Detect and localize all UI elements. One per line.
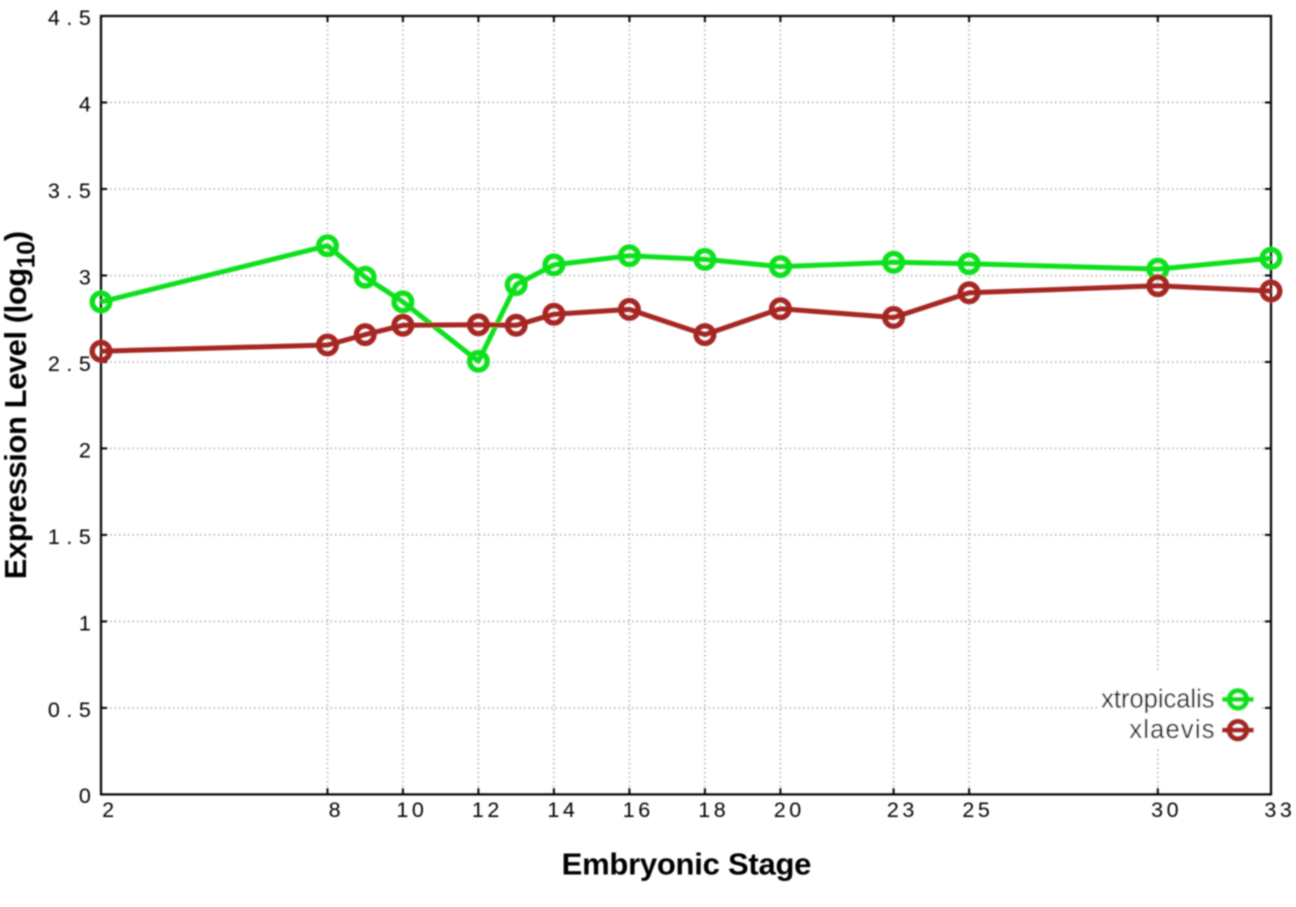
svg-text:4: 4: [79, 92, 91, 116]
svg-text:3: 3: [48, 179, 60, 203]
svg-text:0: 0: [48, 698, 60, 722]
svg-text:1: 1: [547, 798, 559, 822]
svg-text:5: 5: [79, 698, 91, 722]
svg-text:2: 2: [774, 798, 786, 822]
svg-text:0: 0: [789, 798, 801, 822]
svg-text:.: .: [66, 179, 72, 203]
svg-text:8: 8: [329, 798, 341, 822]
svg-text:0: 0: [1167, 798, 1179, 822]
svg-text:1: 1: [79, 611, 91, 635]
svg-text:2: 2: [887, 798, 899, 822]
svg-text:2: 2: [487, 798, 499, 822]
svg-text:0: 0: [79, 784, 91, 808]
svg-text:3: 3: [902, 798, 914, 822]
svg-text:xlaevis: xlaevis: [1129, 716, 1215, 744]
svg-text:1: 1: [623, 798, 635, 822]
svg-text:4: 4: [48, 6, 60, 30]
svg-text:5: 5: [79, 179, 91, 203]
svg-text:2: 2: [79, 438, 91, 462]
svg-text:5: 5: [79, 6, 91, 30]
svg-text:.: .: [66, 6, 72, 30]
svg-text:6: 6: [638, 798, 650, 822]
svg-text:.: .: [66, 525, 72, 549]
svg-text:1: 1: [48, 525, 60, 549]
svg-text:5: 5: [79, 525, 91, 549]
svg-text:8: 8: [714, 798, 726, 822]
svg-text:xtropicalis: xtropicalis: [1101, 686, 1214, 714]
svg-text:2: 2: [962, 798, 974, 822]
svg-text:.: .: [66, 698, 72, 722]
svg-text:1: 1: [396, 798, 408, 822]
svg-text:3: 3: [79, 265, 91, 289]
svg-text:5: 5: [79, 352, 91, 376]
svg-text:3: 3: [1264, 798, 1276, 822]
svg-text:1: 1: [472, 798, 484, 822]
svg-text:.: .: [66, 352, 72, 376]
svg-text:Embryonic Stage: Embryonic Stage: [562, 847, 812, 882]
svg-text:2: 2: [48, 352, 60, 376]
svg-text:3: 3: [1280, 798, 1292, 822]
svg-text:2: 2: [102, 798, 114, 822]
svg-text:5: 5: [978, 798, 990, 822]
svg-text:4: 4: [563, 798, 575, 822]
svg-text:1: 1: [698, 798, 710, 822]
svg-text:0: 0: [412, 798, 424, 822]
svg-text:3: 3: [1151, 798, 1163, 822]
